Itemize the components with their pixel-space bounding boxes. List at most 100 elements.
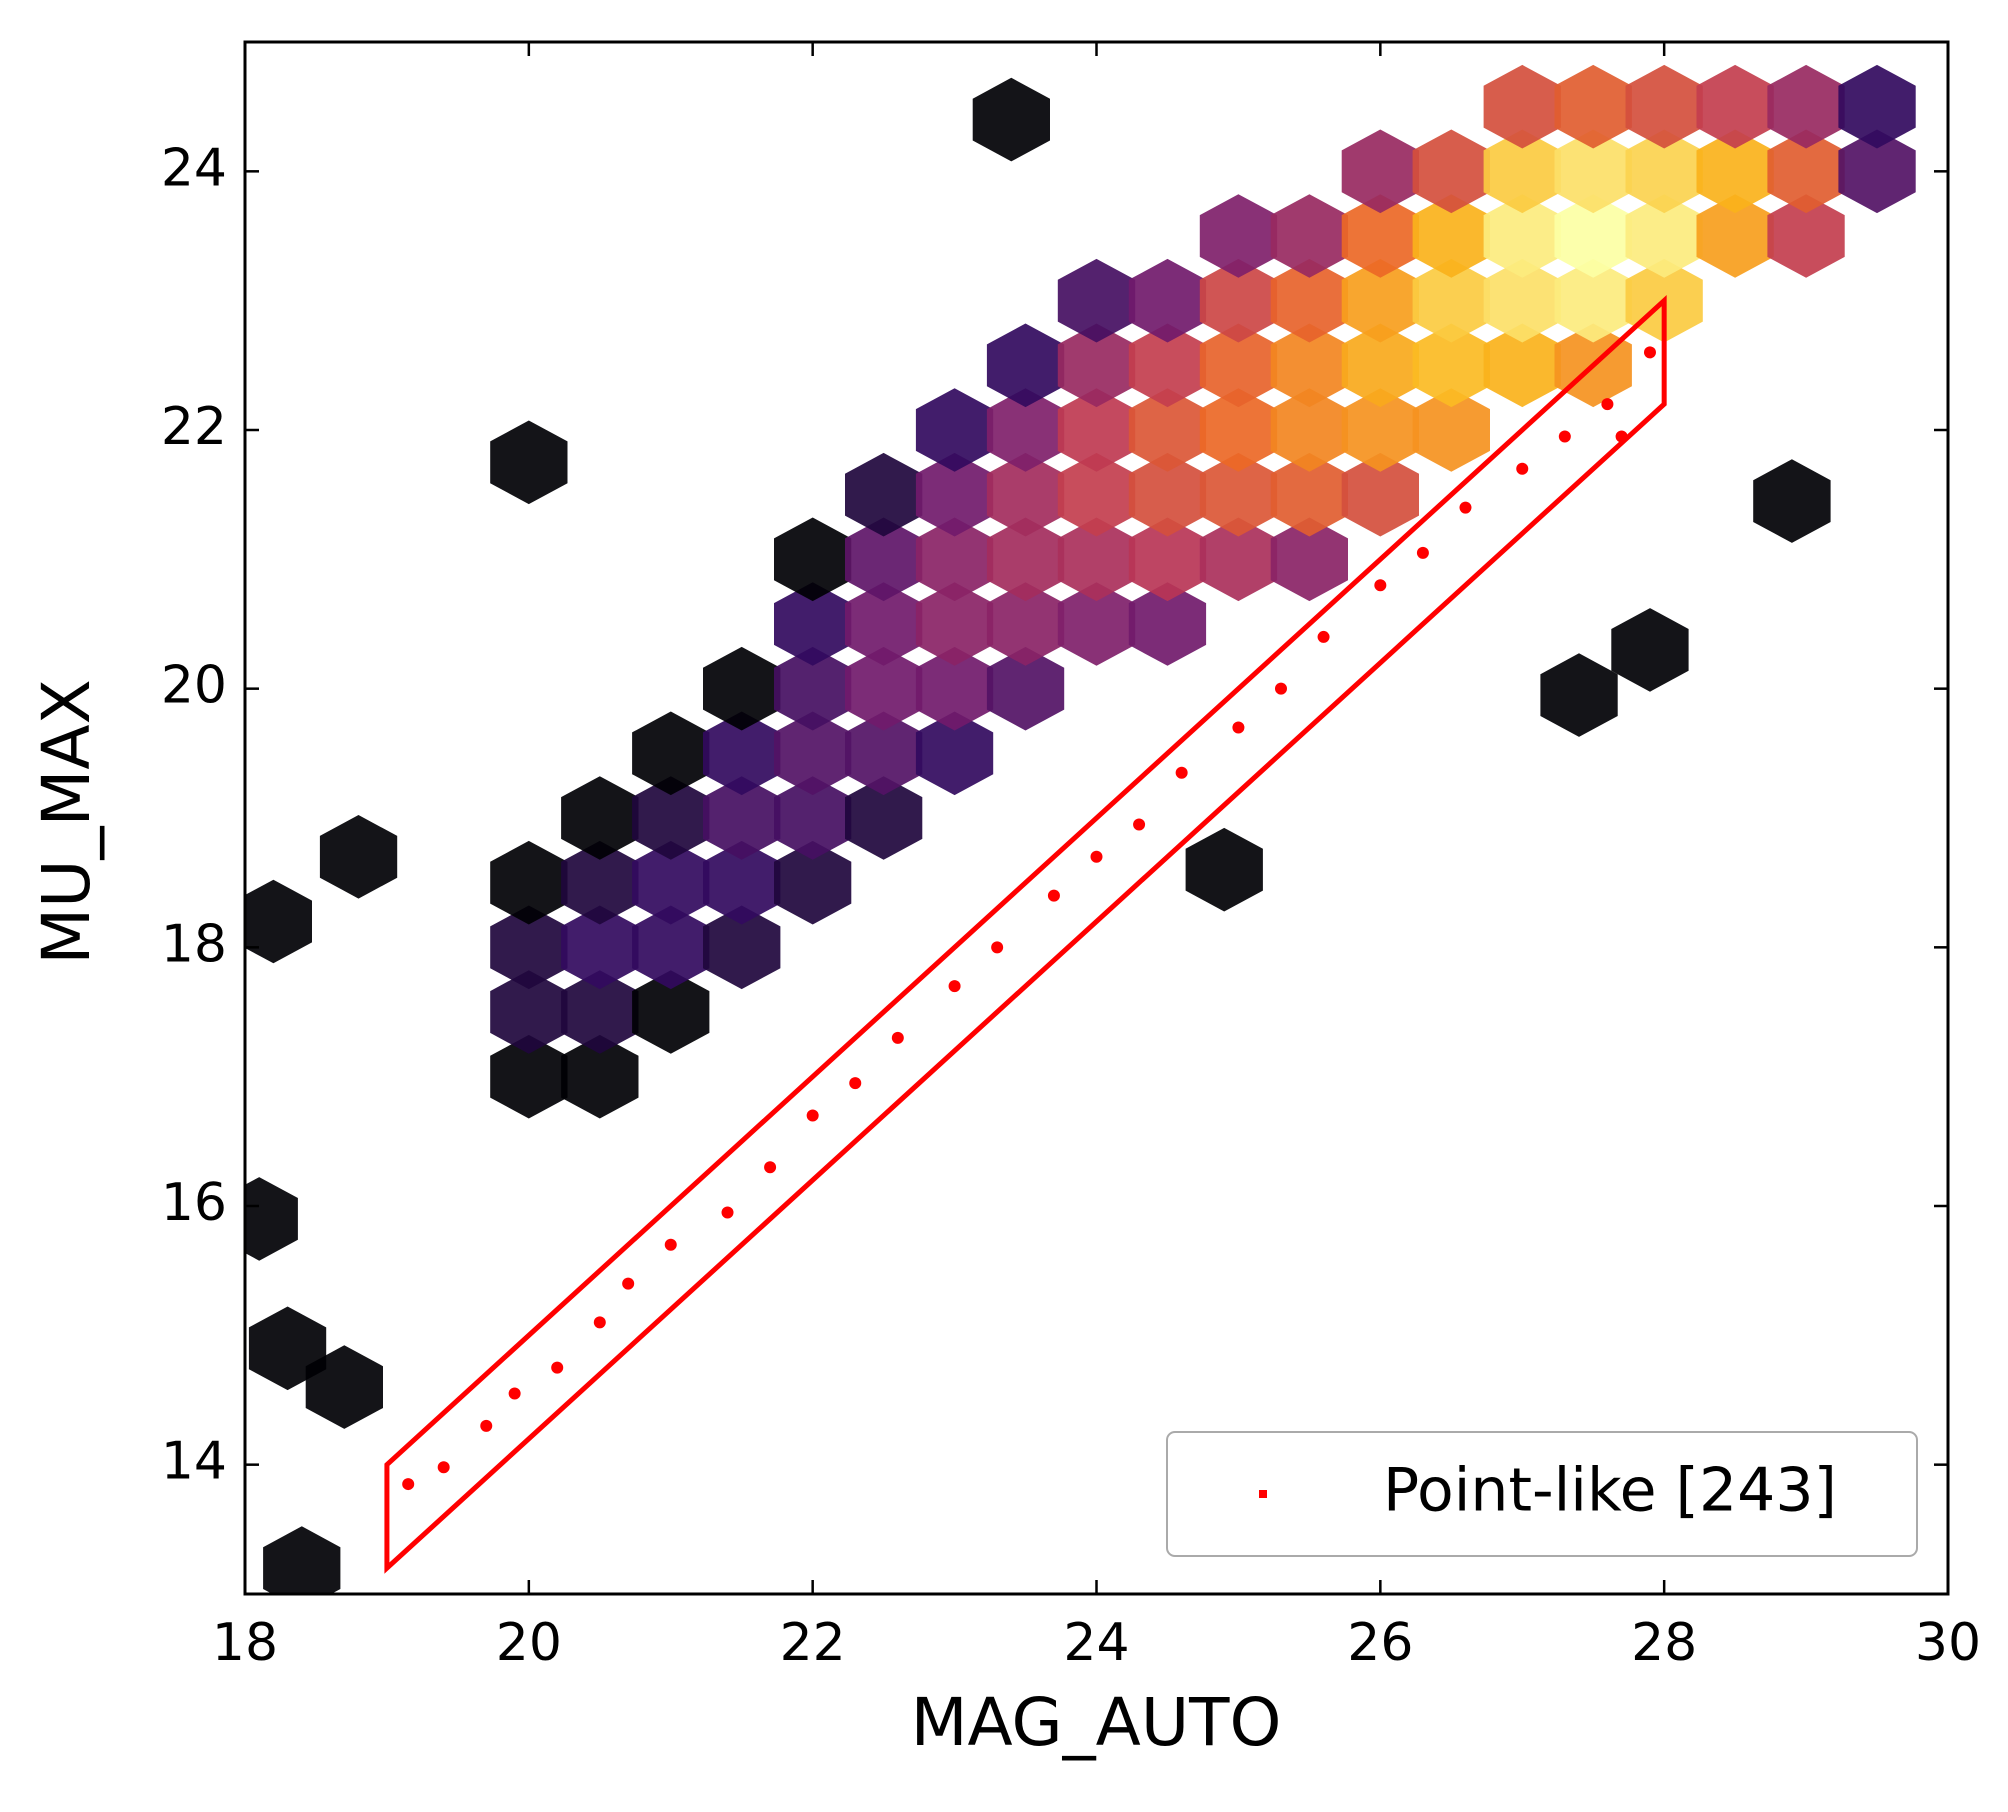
plot-area: [245, 64, 1916, 1594]
hexbin-cell: [774, 840, 852, 925]
hexbin-cell: [1199, 517, 1278, 602]
x-tick-label: 30: [1915, 1613, 1981, 1673]
x-tick-label: 22: [780, 1613, 846, 1673]
hexbin-cell: [1128, 452, 1207, 537]
selection-region: [384, 295, 1667, 1574]
hexbin-cell: [305, 1345, 383, 1429]
hexbin-cell: [490, 1034, 568, 1119]
point: [551, 1361, 564, 1374]
hexbin-cell: [915, 388, 994, 472]
hexbin-cell: [1625, 194, 1703, 278]
point: [622, 1277, 635, 1290]
x-tick-label: 20: [496, 1613, 562, 1673]
hexbin-cell: [915, 646, 994, 731]
point: [1643, 346, 1656, 359]
y-tick-label: 16: [161, 1173, 227, 1233]
point: [1133, 818, 1146, 831]
hexbin-cell: [1057, 517, 1136, 602]
hexbin-cell: [845, 582, 923, 666]
legend-label: Point-like [243]: [1383, 1456, 1837, 1526]
hexbin-cell: [972, 77, 1050, 162]
point: [1175, 766, 1188, 779]
hexbin-cell: [561, 1034, 639, 1119]
hexbin-cell: [319, 815, 398, 899]
hexbin-cell: [1057, 452, 1136, 537]
hexbin-cell: [1483, 258, 1561, 343]
hexbin-cell: [1483, 64, 1561, 149]
hexbin-cell: [1341, 452, 1419, 537]
point: [1601, 398, 1614, 411]
hexbin-cell: [986, 582, 1065, 666]
hexbin-cell: [986, 388, 1065, 472]
hexbin-cell: [986, 646, 1065, 731]
hexbin-cell: [632, 711, 710, 796]
hexbin-cell: [1199, 452, 1278, 537]
hexbin-cell: [1554, 258, 1632, 343]
hexbin-cell: [632, 776, 710, 860]
hexbin-cell: [1554, 194, 1632, 278]
hexbin-cell: [1483, 194, 1561, 278]
hexbin-cell: [1128, 388, 1207, 472]
point: [1558, 430, 1571, 443]
y-tick-label: 24: [161, 138, 227, 198]
hexbin-cell: [1483, 323, 1561, 408]
hexbin-cell: [561, 840, 639, 925]
hexbin-cell: [245, 879, 312, 964]
point: [508, 1387, 521, 1400]
hexbin-cell: [1270, 452, 1348, 537]
point: [991, 941, 1004, 954]
hexbin-cell: [1412, 129, 1490, 214]
hexbin-cell: [1483, 129, 1561, 214]
hexbin-cell: [1767, 129, 1845, 214]
hexbin-cell: [1412, 258, 1490, 343]
point: [764, 1161, 777, 1174]
hexbin-cell: [703, 776, 781, 860]
hexbin-cell: [632, 905, 710, 990]
hexbin-cell: [1341, 258, 1419, 343]
point: [1317, 630, 1330, 643]
hexbin-cell: [1554, 64, 1632, 149]
hexbin-cell: [1625, 64, 1703, 149]
point: [849, 1077, 862, 1090]
hexbin-cell: [490, 905, 568, 990]
hexbin-cell: [915, 517, 994, 602]
hexbin-cell: [774, 582, 852, 666]
hexbin-cell: [986, 323, 1065, 408]
point: [1232, 721, 1245, 734]
hexbin-cell: [1625, 129, 1703, 214]
x-tick-label: 26: [1347, 1613, 1413, 1673]
hexbin-cell: [1554, 129, 1632, 214]
legend-marker: [1259, 1490, 1267, 1498]
hexbin-cell: [845, 776, 923, 860]
hexbin-cell: [986, 452, 1065, 537]
hexbin-cell: [632, 970, 710, 1054]
hexbin-cell: [1057, 582, 1136, 666]
y-tick-label: 14: [161, 1432, 227, 1492]
hexbin-cell: [1270, 323, 1348, 408]
hexbin-cell: [915, 452, 994, 537]
hexbin-cell: [490, 420, 568, 505]
hexbin-cell: [1270, 388, 1348, 472]
hexbin-cell: [561, 970, 639, 1054]
hexbin-cell: [1199, 258, 1278, 343]
hexbin-cell: [774, 711, 852, 796]
hexbin-cell: [1611, 608, 1689, 692]
hexbin-cell: [490, 840, 568, 925]
hexbin-cell: [263, 1526, 341, 1594]
hexbin-cell: [1185, 827, 1263, 912]
x-tick-label: 18: [212, 1613, 278, 1673]
hexbin-cell: [915, 582, 994, 666]
hexbin-cell: [1057, 258, 1136, 343]
hexbin-cell: [1270, 517, 1348, 602]
hexbin-cell: [1696, 129, 1774, 214]
hexbin-cell: [1696, 194, 1774, 278]
x-tick-label: 24: [1063, 1613, 1129, 1673]
hexbin-cell: [703, 905, 781, 990]
hexbin-cell: [1767, 64, 1845, 149]
hexbin-cell: [561, 776, 639, 860]
hexbin-cell: [1270, 194, 1348, 278]
point: [480, 1419, 493, 1432]
hexbin-cell: [1341, 388, 1419, 472]
